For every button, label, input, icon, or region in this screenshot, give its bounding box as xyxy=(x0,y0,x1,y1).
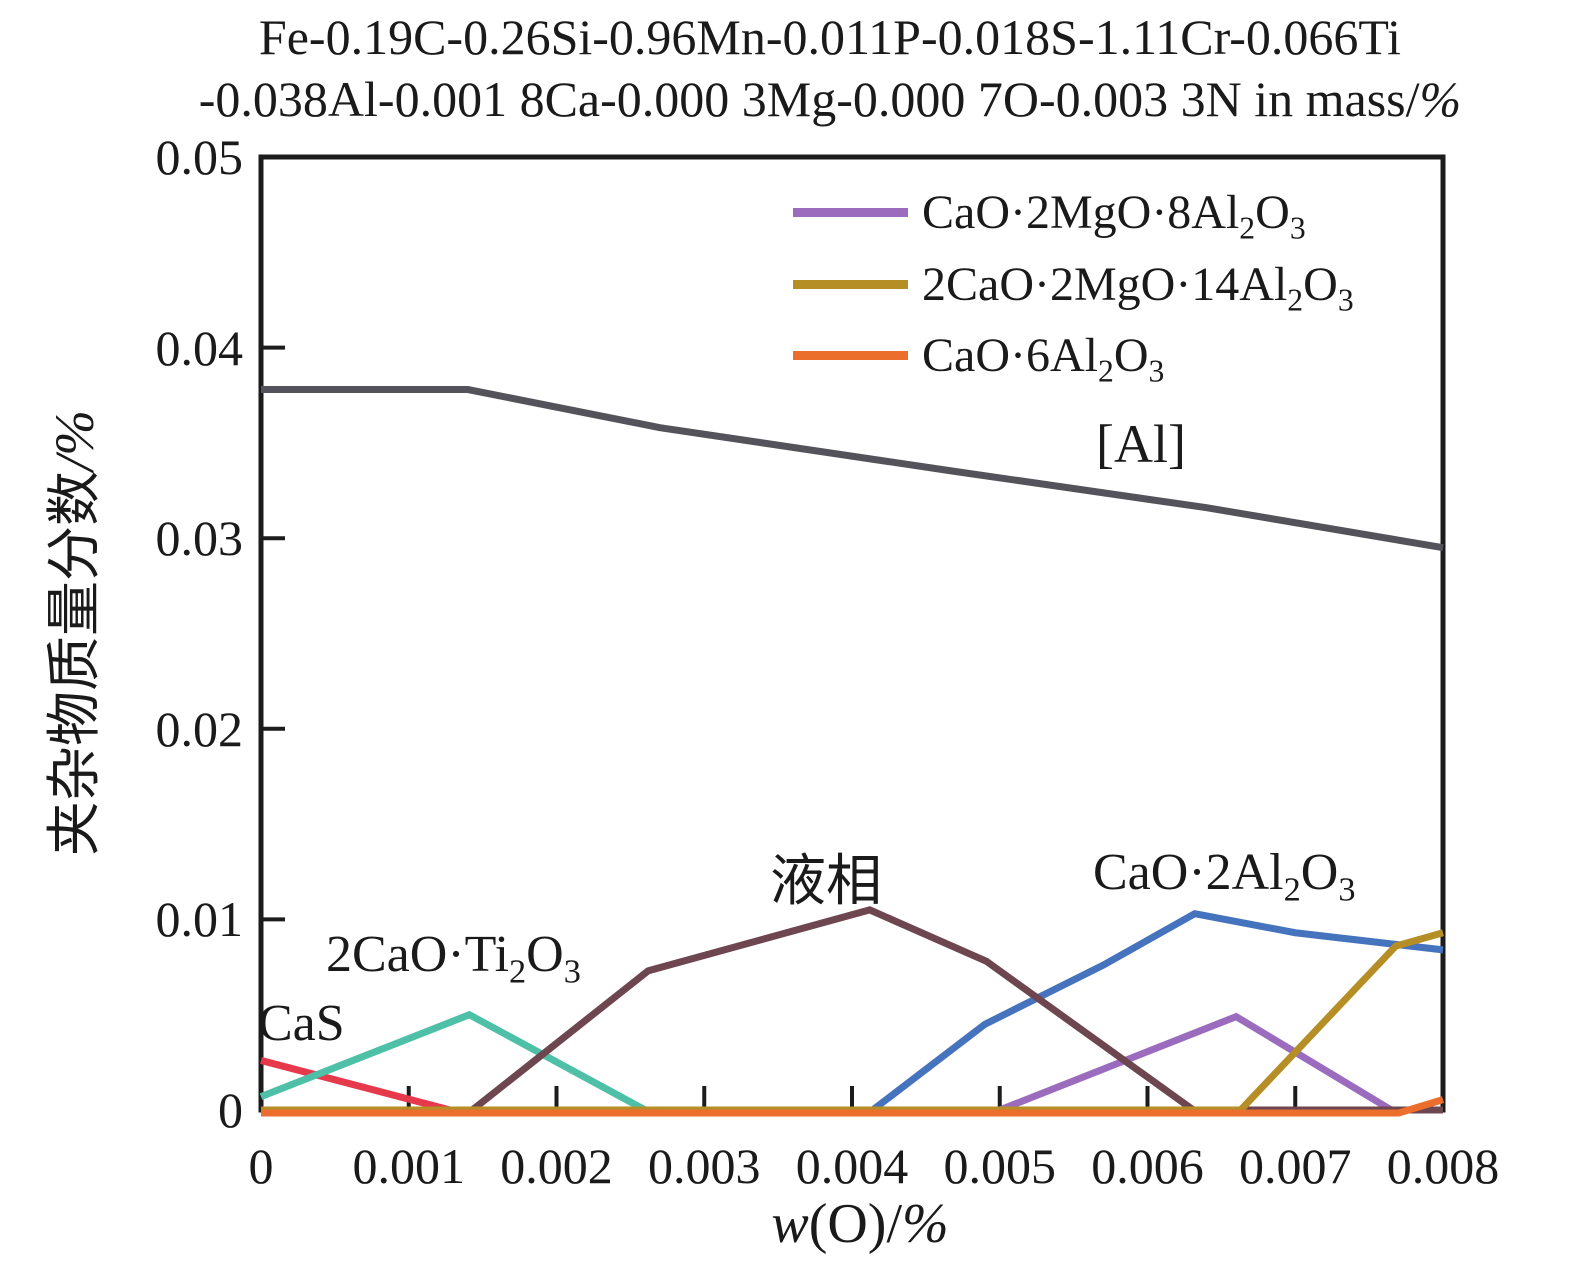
y-tick-label: 0.04 xyxy=(155,319,244,376)
x-tick-label: 0.008 xyxy=(1386,1138,1500,1194)
series-line--Al- xyxy=(261,386,1444,552)
x-axis-label-text: (O)/ xyxy=(808,1193,902,1255)
y-tick-label: 0.05 xyxy=(155,129,244,185)
x-tick-label: 0.006 xyxy=(1091,1138,1204,1194)
x-tick-label: 0.004 xyxy=(795,1138,909,1194)
x-tick-label: 0.001 xyxy=(352,1138,466,1194)
legend-line-swatch xyxy=(793,207,908,217)
chart-title-line2: -0.038Al-0.001 8Ca-0.000 3Mg-0.000 7O-0.… xyxy=(90,68,1570,130)
x-axis-label: w(O)/% xyxy=(560,1192,1160,1256)
x-tick-label: 0.007 xyxy=(1239,1138,1352,1194)
chart-title-line2-text: -0.038Al-0.001 8Ca-0.000 3Mg-0.000 7O-0.… xyxy=(198,71,1420,127)
y-axis-label-unit: /% xyxy=(44,409,105,472)
x-tick-label: 0.002 xyxy=(500,1138,613,1194)
chart-title-line1: Fe-0.19C-0.26Si-0.96Mn-0.011P-0.018S-1.1… xyxy=(258,9,1402,65)
x-tick-label: 0 xyxy=(248,1138,274,1194)
curve-label--Al-: [Al] xyxy=(1096,414,1186,474)
curve-label-2CaO-Ti-2O-3: 2CaO·Ti2O3 xyxy=(326,926,581,991)
curve-label-CaO-2Al-2O-3: CaO·2Al2O3 xyxy=(1093,844,1356,909)
x-tick-label: 0.005 xyxy=(943,1138,1057,1194)
legend-line-swatch xyxy=(793,350,908,360)
legend-label: CaO·6Al2O3 xyxy=(922,328,1165,389)
curve-label-液相: 液相 xyxy=(770,851,882,913)
chart-title-line2-percent: % xyxy=(1419,71,1462,127)
y-axis-label: 夹杂物质量分数/% xyxy=(40,328,110,938)
legend-label: CaO·2MgO·8Al2O3 xyxy=(922,185,1306,246)
curve-label-CaS: CaS xyxy=(258,995,345,1052)
series-line-CaO-6Al-2O-3 xyxy=(261,1096,1445,1117)
y-tick-label: 0 xyxy=(218,1082,243,1138)
legend-item: CaO·6Al2O3 xyxy=(793,321,1164,389)
legend-item: 2CaO·2MgO·14Al2O3 xyxy=(793,250,1354,318)
y-tick-label: 0.01 xyxy=(155,891,244,948)
y-tick-label: 0.03 xyxy=(155,510,244,567)
x-axis-label-unit: % xyxy=(902,1193,949,1255)
y-tick-label: 0.02 xyxy=(155,700,244,757)
x-axis-label-symbol: w xyxy=(771,1193,809,1255)
legend-line-swatch xyxy=(793,279,908,289)
x-tick-label: 0.003 xyxy=(648,1138,761,1194)
legend-item: CaO·2MgO·8Al2O3 xyxy=(793,178,1306,246)
legend-label: 2CaO·2MgO·14Al2O3 xyxy=(922,257,1354,318)
